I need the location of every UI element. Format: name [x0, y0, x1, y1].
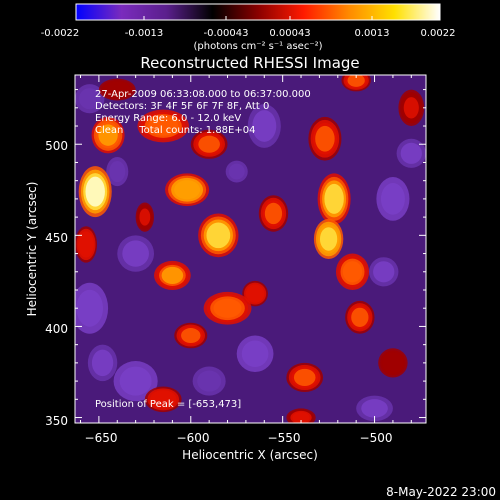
heatmap-blob	[361, 399, 388, 418]
heatmap-blob	[324, 183, 344, 214]
y-tick-label-3: 500	[45, 139, 68, 153]
heatmap-blob	[197, 370, 222, 392]
colorbar-units-label: (photons cm⁻² s⁻¹ asec⁻²)	[193, 41, 322, 52]
colorbar-tick-label-5: 0.0022	[421, 28, 456, 39]
heatmap-blob	[174, 180, 201, 200]
annotation-clean-counts: Clean Total counts: 1.88E+04	[95, 125, 255, 136]
colorbar-ticks	[75, 16, 441, 20]
heatmap-blob	[228, 163, 245, 180]
annotation-energy-range: Energy Range: 6.0 - 12.0 keV	[95, 113, 241, 124]
heatmap-blob	[400, 142, 422, 164]
annotation-time-range: 27-Apr-2009 06:33:08.000 to 06:37:00.000	[95, 89, 311, 100]
heatmap-blob	[241, 340, 269, 367]
heatmap-blob	[106, 83, 129, 96]
plot-frame	[74, 74, 427, 424]
heatmap-blob	[148, 116, 179, 136]
heatmap-blob	[351, 307, 369, 327]
heatmap-blob	[152, 391, 175, 407]
heatmap-blob	[161, 266, 184, 284]
colorbar-tick-label-0: -0.0022	[41, 28, 80, 39]
heatmap-blob	[293, 368, 316, 387]
heatmap-blob	[384, 354, 402, 372]
heatmap-blob	[91, 349, 114, 377]
heatmap-blob	[76, 289, 104, 327]
x-tick-label-3: −500	[360, 431, 393, 445]
annotation-detectors: Detectors: 3F 4F 5F 6F 7F 8F, Att 0	[95, 101, 269, 112]
heatmap-blob	[109, 160, 126, 183]
colorbar-tick-label-1: -0.0013	[125, 28, 164, 39]
y-axis-label: Heliocentric Y (arcsec)	[25, 182, 39, 317]
heatmap-blobs	[75, 75, 426, 423]
heatmap-blob	[206, 222, 231, 249]
y-tick-label-2: 450	[45, 231, 68, 245]
heatmap-blob	[380, 183, 405, 215]
heatmap-blob	[198, 135, 220, 153]
heatmap-blob	[373, 261, 395, 283]
heatmap-blob	[315, 125, 335, 152]
heatmap-blob	[122, 240, 149, 267]
colorbar-tick-label-2: -0.00043	[204, 28, 249, 39]
heatmap-blob	[403, 97, 419, 119]
y-tick-label-0: 350	[45, 414, 68, 428]
chart-title: Reconstructed RHESSI Image	[140, 54, 359, 72]
heatmap-blob	[79, 233, 93, 256]
heatmap-blob	[139, 208, 151, 226]
heatmap-blob	[181, 328, 201, 344]
heatmap-blob	[119, 366, 152, 396]
heatmap-blob	[213, 298, 242, 318]
colorbar-tick-label-4: 0.0013	[355, 28, 390, 39]
x-tick-label-2: −550	[268, 431, 301, 445]
x-axis-label: Heliocentric X (arcsec)	[182, 448, 318, 462]
heatmap-blob	[319, 227, 338, 251]
colorbar	[75, 3, 441, 21]
annotation-peak-position: Position of Peak = [-653,473]	[95, 399, 241, 410]
heatmap-blob	[252, 110, 277, 142]
heatmap-blob	[264, 202, 283, 225]
colorbar-tick-label-3: 0.00043	[269, 28, 310, 39]
heatmap-blob	[347, 75, 365, 87]
y-tick-label-1: 400	[45, 322, 68, 336]
heatmap-blob	[247, 286, 263, 302]
footer-date: 8-May-2022 23:00	[386, 485, 496, 499]
heatmap-blob	[292, 412, 310, 423]
x-tick-label-1: −600	[177, 431, 210, 445]
heatmap-blob	[98, 124, 118, 146]
x-tick-label-0: −650	[85, 431, 118, 445]
heatmap-blob	[85, 176, 105, 207]
heatmap-blob	[79, 88, 101, 110]
heatmap-blob	[342, 261, 363, 283]
axis-ticks	[75, 75, 426, 423]
